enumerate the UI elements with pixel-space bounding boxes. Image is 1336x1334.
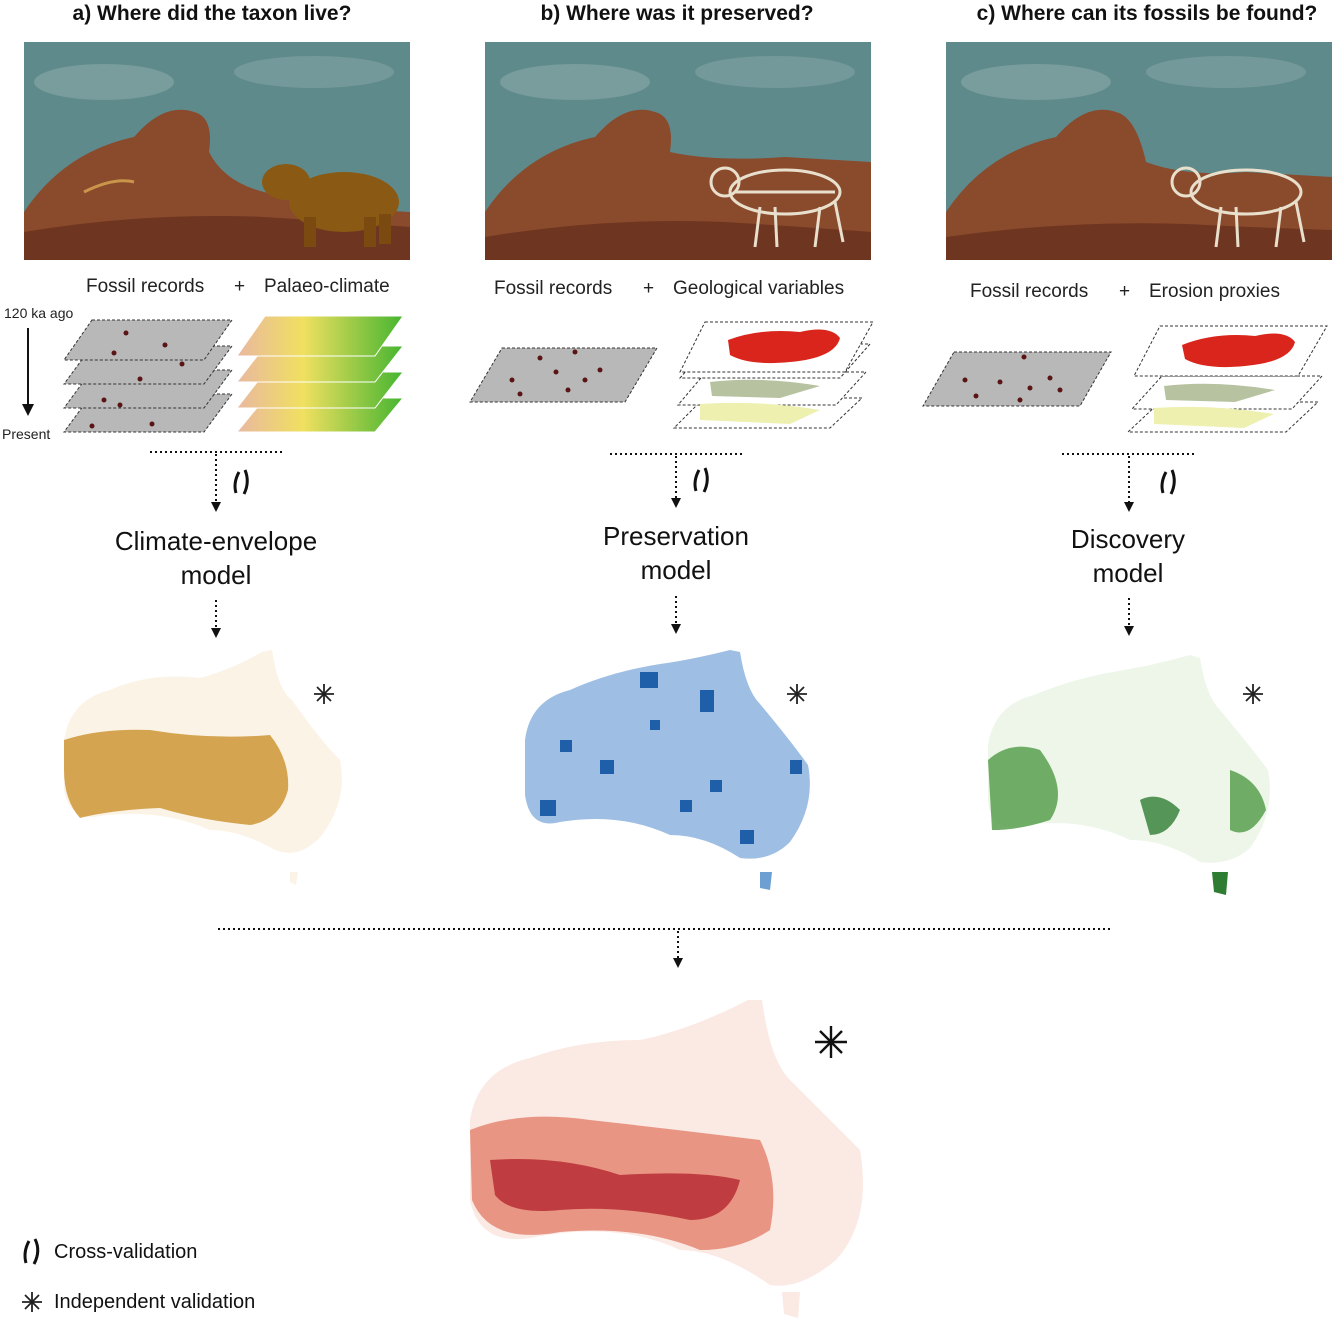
time-axis-start-label: 120 ka ago	[4, 305, 74, 321]
diprotodon-icon	[262, 164, 399, 247]
panel-a-climate-layers	[235, 315, 405, 433]
panel-a-input-right: Palaeo-climate	[264, 276, 390, 297]
panel-c-input-right: Erosion proxies	[1149, 281, 1280, 302]
flow-arrowheads	[211, 498, 1134, 968]
legend-item-independent-validation: Independent validation	[20, 1290, 255, 1314]
panel-c-plus: +	[1119, 281, 1131, 302]
skeleton-icon	[1170, 166, 1306, 248]
panel-c-input-left: Fossil records	[970, 281, 1089, 302]
time-arrow	[22, 328, 34, 416]
time-axis-end-label: Present	[2, 426, 51, 442]
legend-item-cross-validation: Cross-validation	[20, 1238, 197, 1266]
panel-b-model-line1: Preservation	[603, 521, 749, 551]
panel-c-scene	[946, 42, 1332, 260]
discovery-map	[988, 655, 1270, 895]
legend-label-cross-validation: Cross-validation	[54, 1240, 198, 1263]
preservation-map	[525, 650, 810, 890]
panel-a-plus: +	[234, 276, 246, 297]
panel-b-input-right: Geological variables	[673, 278, 845, 299]
panel-c-model-line1: Discovery	[1070, 524, 1186, 554]
panel-c-model-line2: model	[1092, 558, 1164, 588]
panel-a-input-left: Fossil records	[86, 276, 205, 297]
cross-validation-icon	[233, 467, 1176, 495]
panel-b-scene	[485, 42, 871, 260]
independent-validation-icon	[787, 684, 807, 704]
panel-a-heading: a) Where did the taxon live?	[72, 2, 352, 25]
panel-b-model-line2: model	[640, 555, 712, 585]
panel-c-heading: c) Where can its fossils be found?	[976, 2, 1318, 25]
panel-c-model-label: Discovery model	[998, 522, 1258, 590]
independent-validation-icon	[815, 1026, 847, 1058]
climate-envelope-map	[64, 650, 342, 885]
legend-label-independent-validation: Independent validation	[54, 1290, 256, 1313]
panel-b-fossil-layer	[469, 347, 658, 403]
panel-b-heading: b) Where was it preserved?	[540, 2, 814, 25]
panel-a-model-label: Climate-envelope model	[86, 524, 346, 592]
independent-validation-icon	[314, 684, 334, 704]
independent-validation-icon	[22, 1292, 42, 1312]
panel-b-geology-layers	[672, 321, 874, 429]
panel-a-fossil-layers	[63, 319, 233, 433]
panel-c-erosion-layers	[1126, 325, 1328, 433]
panel-a-model-line1: Climate-envelope	[114, 526, 318, 556]
skeleton-icon	[709, 166, 845, 248]
flow-connectors	[150, 451, 1196, 958]
panel-b-model-label: Preservation model	[546, 519, 806, 587]
panel-b-plus: +	[643, 278, 655, 299]
panel-a-scene	[24, 42, 410, 260]
panel-b-input-left: Fossil records	[494, 278, 613, 299]
panel-a-model-line2: model	[180, 560, 252, 590]
cross-validation-icon	[23, 1238, 40, 1265]
combined-map	[470, 1000, 863, 1318]
independent-validation-icon	[1243, 684, 1263, 704]
panel-c-fossil-layer	[922, 351, 1112, 407]
